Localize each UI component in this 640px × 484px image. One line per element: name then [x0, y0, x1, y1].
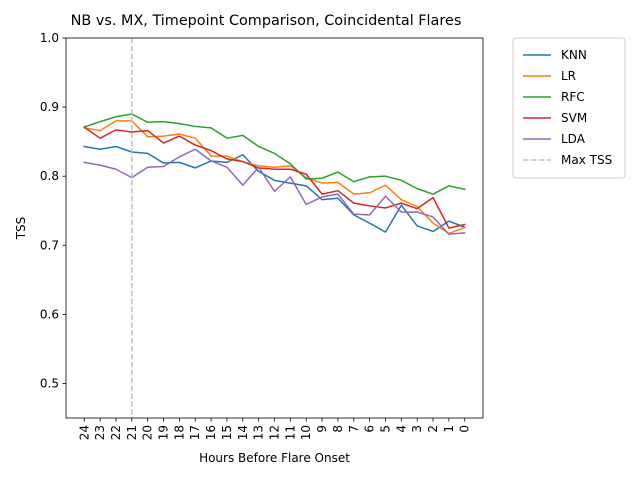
legend-label: SVM: [561, 111, 587, 125]
y-tick-label: 0.5: [40, 376, 59, 390]
y-tick-label: 0.8: [40, 169, 59, 183]
y-axis-label: TSS: [14, 217, 28, 241]
series-line-lda: [83, 148, 466, 235]
x-tick-label: 9: [315, 425, 329, 433]
legend: KNN LR RFC SVM LDA Max TSS: [512, 37, 626, 179]
x-tick-label: 12: [268, 425, 282, 440]
x-axis-label: Hours Before Flare Onset: [199, 451, 350, 465]
y-tick-label: 0.9: [40, 100, 59, 114]
plot-frame: [65, 37, 484, 419]
legend-label: LR: [561, 69, 576, 83]
x-tick-label: 2: [426, 425, 440, 433]
x-tick-label: 19: [157, 425, 171, 440]
x-tick-label: 0: [458, 425, 472, 433]
x-tick-label: 21: [125, 425, 139, 440]
x-tick-label: 16: [204, 425, 218, 440]
legend-label: KNN: [561, 48, 587, 62]
x-tick-label: 4: [394, 425, 408, 433]
y-tick-label: 0.6: [40, 307, 59, 321]
series-line-knn: [83, 145, 466, 233]
x-tick-label: 24: [77, 425, 91, 440]
x-tick-label: 3: [410, 425, 424, 433]
x-tick-label: 23: [93, 425, 107, 440]
x-tick-label: 20: [141, 425, 155, 440]
series-line-rfc: [83, 113, 466, 195]
x-tick-label: 8: [331, 425, 345, 433]
x-tick-label: 22: [109, 425, 123, 440]
x-tick-label: 15: [220, 425, 234, 440]
y-tick-label: 0.7: [40, 238, 59, 252]
x-tick-label: 17: [188, 425, 202, 440]
x-tick-label: 14: [236, 425, 250, 440]
legend-box: [512, 37, 626, 179]
x-tick-label: 18: [172, 425, 186, 440]
series-line-lr: [83, 120, 466, 235]
chart-title: NB vs. MX, Timepoint Comparison, Coincid…: [71, 13, 462, 29]
x-tick-label: 11: [283, 425, 297, 440]
x-tick-label: 6: [363, 425, 377, 433]
legend-label: LDA: [561, 132, 586, 146]
x-tick-label: 5: [378, 425, 392, 433]
legend-label: Max TSS: [561, 153, 612, 167]
x-tick-label: 10: [299, 425, 313, 440]
series-line-svm: [83, 126, 466, 229]
x-tick-label: 13: [252, 425, 266, 440]
plot-area: 24 23 22 21 20 19 18 17 16 15 14 13 12 11 10 9 8 7 6 5 4 3 2 1 0…: [40, 31, 484, 440]
x-tick-label: 7: [347, 425, 361, 433]
x-tick-label: 1: [442, 425, 456, 433]
legend-label: RFC: [561, 90, 585, 104]
y-tick-label: 1.0: [40, 31, 59, 45]
